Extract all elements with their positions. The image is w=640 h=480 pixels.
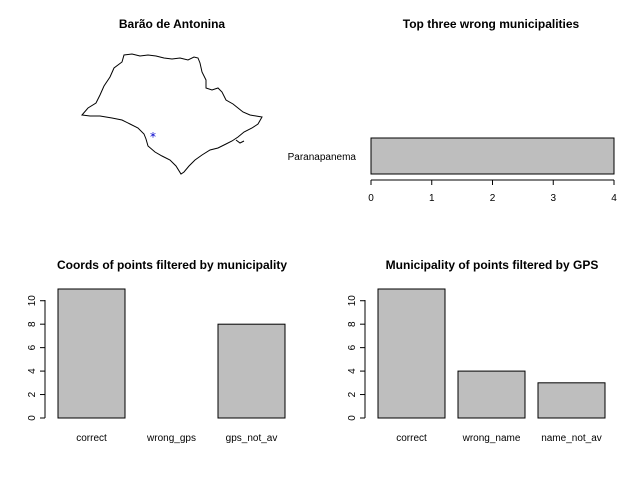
hbar-category-label: Paranapanema <box>288 152 357 163</box>
bar4-y-tick-label: 6 <box>347 344 358 350</box>
bar4-y-tick-label: 10 <box>347 295 358 307</box>
state-outline <box>81 53 263 175</box>
bar4-bar <box>457 370 526 419</box>
bar4-y-tick-label: 0 <box>347 415 358 421</box>
map-title: Barão de Antonina <box>119 17 226 31</box>
bar3-bar <box>217 323 286 419</box>
bar3-title: Coords of points filtered by municipalit… <box>57 258 287 272</box>
bar3-y-tick-label: 10 <box>27 295 38 307</box>
bar3-bar <box>57 288 126 419</box>
hbar-x-tick-label: 2 <box>490 193 496 204</box>
bar3-category-label: wrong_gps <box>146 433 196 444</box>
map-panel: Barão de Antonina * <box>81 17 263 175</box>
bar-panel-gps: Municipality of points filtered by GPS 0… <box>347 258 606 444</box>
bar4-y-tick-label: 8 <box>347 321 358 327</box>
bar4-y-tick-label: 2 <box>347 391 358 397</box>
bar3-y-tick-label: 6 <box>27 344 38 350</box>
bar4-category-label: name_not_av <box>541 433 602 444</box>
bar3-category-label: correct <box>76 433 107 444</box>
bar3-y-tick-label: 4 <box>27 368 38 374</box>
bar4-category-label: correct <box>396 433 427 444</box>
bar4-title: Municipality of points filtered by GPS <box>386 258 599 272</box>
hbar-x-tick-label: 1 <box>429 193 435 204</box>
hbar-x-tick-label: 4 <box>611 193 617 204</box>
bar3-category-label: gps_not_av <box>226 433 278 444</box>
bar4-y-tick-label: 4 <box>347 368 358 374</box>
bar3-y-tick-label: 8 <box>27 321 38 327</box>
bar4-category-label: wrong_name <box>462 433 521 444</box>
bar-panel-municipality: Coords of points filtered by municipalit… <box>27 258 287 444</box>
hbar-title: Top three wrong municipalities <box>403 17 580 31</box>
coast-island <box>235 139 245 144</box>
bar3-y-tick-label: 2 <box>27 391 38 397</box>
hbar-x-tick-label: 0 <box>368 193 374 204</box>
hbar-x-tick-label: 3 <box>550 193 556 204</box>
location-marker: * <box>150 130 156 144</box>
bar4-bar <box>377 288 446 419</box>
bar3-y-tick-label: 0 <box>27 415 38 421</box>
bar4-bar <box>537 382 606 419</box>
hbar-panel: Top three wrong municipalities Paranapan… <box>288 17 618 204</box>
hbar-bar <box>370 137 615 175</box>
